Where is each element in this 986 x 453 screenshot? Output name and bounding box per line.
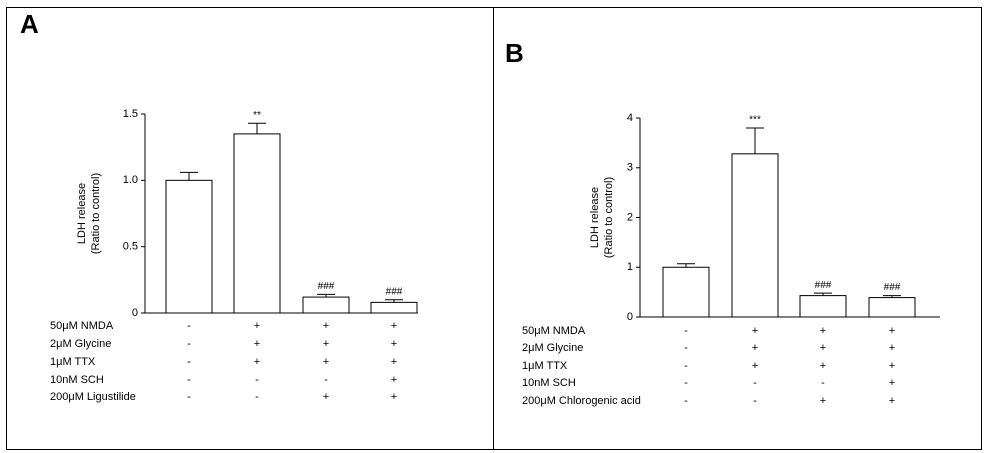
bar (165, 179, 213, 314)
y-tick-label: 3 (627, 162, 633, 174)
condition-label: 50μM NMDA (50, 320, 114, 332)
condition-label: 200μM Ligustilide (50, 391, 136, 403)
condition-sign: + (889, 377, 895, 389)
condition-sign: + (820, 342, 826, 354)
condition-sign: + (889, 325, 895, 337)
significance-label: ### (815, 280, 832, 291)
significance-label: ** (253, 110, 261, 121)
condition-sign: + (254, 356, 260, 368)
significance-label: *** (749, 115, 761, 126)
bar (233, 133, 281, 314)
condition-sign: + (820, 395, 826, 407)
bar (370, 301, 418, 314)
y-axis-label: (Ratio to control) (603, 177, 615, 258)
condition-sign: - (187, 338, 191, 350)
condition-sign: + (323, 338, 329, 350)
y-tick-label: 2 (627, 211, 633, 223)
condition-sign: + (391, 320, 397, 332)
condition-sign: - (324, 374, 328, 386)
condition-sign: - (821, 377, 825, 389)
condition-label: 10nM SCH (522, 377, 576, 389)
condition-sign: - (187, 356, 191, 368)
condition-label: 2μM Glycine (50, 338, 111, 350)
condition-sign: + (889, 342, 895, 354)
condition-sign: + (889, 395, 895, 407)
condition-sign: + (391, 374, 397, 386)
bar (731, 153, 779, 318)
condition-label: 1μM TTX (522, 360, 568, 372)
condition-sign: + (752, 325, 758, 337)
condition-label: 10nM SCH (50, 374, 104, 386)
condition-sign: - (187, 374, 191, 386)
y-tick-label: 0.5 (123, 241, 138, 253)
significance-label: ### (884, 282, 901, 293)
bar (868, 297, 916, 318)
condition-sign: - (684, 325, 688, 337)
condition-label: 2μM Glycine (522, 342, 583, 354)
condition-sign: - (187, 391, 191, 403)
condition-sign: - (753, 377, 757, 389)
y-tick-label: 1.0 (123, 174, 138, 186)
condition-sign: - (255, 374, 259, 386)
significance-label: ### (386, 286, 403, 297)
condition-sign: + (889, 360, 895, 372)
bar (799, 295, 847, 318)
condition-sign: + (391, 338, 397, 350)
condition-sign: - (684, 377, 688, 389)
condition-sign: + (254, 320, 260, 332)
y-tick-label: 0 (132, 307, 138, 319)
y-axis-label: (Ratio to control) (90, 173, 102, 254)
condition-sign: - (187, 320, 191, 332)
condition-label: 200μM Chlorogenic acid (522, 395, 641, 407)
condition-sign: - (753, 395, 757, 407)
panel-label: A (20, 9, 39, 39)
condition-sign: - (684, 342, 688, 354)
condition-sign: + (391, 391, 397, 403)
y-tick-label: 1.5 (123, 108, 138, 120)
condition-sign: - (684, 395, 688, 407)
bar (302, 296, 350, 314)
condition-sign: + (323, 356, 329, 368)
condition-sign: + (820, 360, 826, 372)
condition-sign: + (323, 320, 329, 332)
y-tick-label: 4 (627, 112, 633, 124)
y-tick-label: 0 (627, 311, 633, 323)
condition-sign: - (684, 360, 688, 372)
y-tick-label: 1 (627, 261, 633, 273)
significance-label: ### (318, 281, 335, 292)
condition-sign: + (323, 391, 329, 403)
bar (662, 266, 710, 318)
panel-label: B (505, 38, 524, 68)
condition-sign: + (752, 342, 758, 354)
condition-sign: + (254, 338, 260, 350)
condition-sign: + (820, 325, 826, 337)
y-axis-label: LDH release (76, 183, 88, 244)
condition-sign: - (255, 391, 259, 403)
condition-label: 1μM TTX (50, 356, 96, 368)
condition-sign: + (752, 360, 758, 372)
y-axis-label: LDH release (589, 187, 601, 248)
condition-sign: + (391, 356, 397, 368)
condition-label: 50μM NMDA (522, 325, 586, 337)
